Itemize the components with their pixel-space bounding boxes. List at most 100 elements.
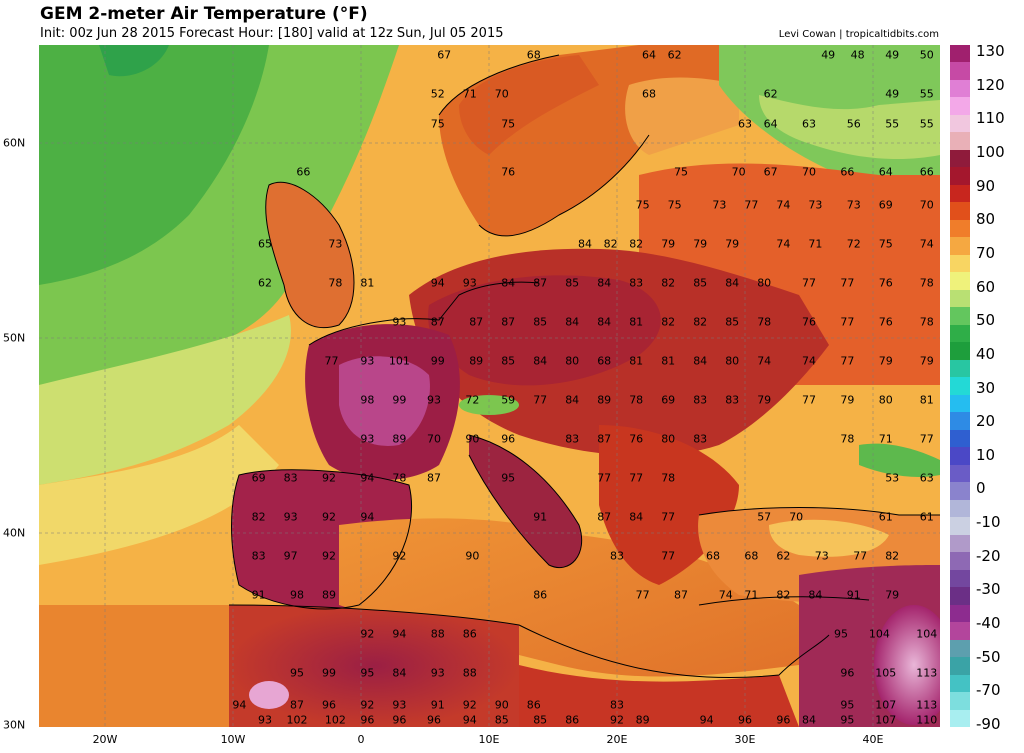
temperature-value: 96: [426, 713, 441, 727]
temperature-value: 90: [465, 432, 480, 446]
temperature-value: 80: [565, 354, 580, 368]
temperature-value: 81: [919, 393, 934, 407]
temperature-value: 97: [283, 549, 298, 563]
lon-tick-label: 10E: [478, 733, 500, 746]
temperature-value: 80: [878, 393, 893, 407]
temperature-value: 95: [501, 471, 516, 485]
lat-tick-label: 60N: [3, 136, 26, 150]
temperature-value: 61: [919, 510, 934, 524]
temperature-value: 63: [919, 471, 934, 485]
temperature-value: 113: [916, 698, 938, 712]
colorbar-swatch: [950, 254, 970, 273]
colorbar-label: 80: [976, 210, 996, 229]
temperature-value: 91: [533, 510, 548, 524]
temperature-value: 96: [776, 713, 791, 727]
temperature-value: 87: [597, 510, 612, 524]
colorbar-label: 130: [976, 42, 1005, 60]
temperature-value: 67: [763, 165, 778, 179]
lon-tick-label: 20W: [92, 733, 118, 746]
temperature-value: 86: [462, 627, 477, 641]
temperature-value: 56: [846, 117, 861, 130]
temperature-value: 87: [597, 432, 612, 446]
lat-tick-label: 50N: [3, 331, 26, 345]
temperature-value: 84: [501, 276, 516, 290]
temperature-value: 107: [875, 698, 897, 712]
temperature-value: 84: [725, 276, 740, 290]
temperature-value: 76: [629, 432, 644, 446]
temperature-value: 78: [919, 315, 934, 329]
colorbar-label: -50: [976, 647, 1001, 666]
colorbar-label: 20: [976, 412, 996, 431]
colorbar-label: 70: [976, 243, 996, 262]
temperature-value: 89: [635, 713, 650, 727]
temperature-value: 94: [232, 698, 247, 712]
temperature-value: 85: [494, 713, 509, 727]
temperature-value: 48: [850, 48, 865, 62]
temperature-value: 91: [846, 588, 861, 602]
temperature-value: 68: [597, 354, 612, 368]
temperature-value: 94: [430, 276, 445, 290]
temperature-value: 75: [667, 198, 682, 212]
temperature-value: 79: [919, 354, 934, 368]
colorbar-swatch: [950, 289, 970, 308]
temperature-value: 49: [885, 48, 900, 62]
temperature-value: 93: [360, 354, 375, 368]
temperature-value: 92: [392, 549, 407, 563]
temperature-value: 92: [360, 698, 375, 712]
temperature-value: 55: [885, 117, 900, 130]
temperature-value: 96: [392, 713, 407, 727]
temperature-value: 87: [469, 315, 484, 329]
colorbar-label: 30: [976, 378, 996, 397]
temperature-value: 57: [757, 510, 772, 524]
colorbar-swatch: [950, 79, 970, 98]
colorbar-label: -40: [976, 614, 1001, 633]
colorbar-label: -10: [976, 513, 1001, 532]
temperature-value: 76: [802, 315, 816, 329]
temperature-value: 84: [565, 315, 580, 329]
colorbar-swatch: [950, 342, 970, 361]
colorbar-swatch: [950, 394, 970, 413]
temperature-value: 75: [430, 117, 445, 130]
temperature-value: 74: [919, 237, 934, 251]
temperature-value: 73: [846, 198, 861, 212]
temperature-value: 93: [426, 393, 441, 407]
map-subtitle: Init: 00z Jun 28 2015 Forecast Hour: [18…: [40, 26, 504, 41]
colorbar-label: 90: [976, 176, 996, 195]
temperature-value: 95: [834, 627, 848, 641]
colorbar-swatch: [950, 499, 970, 518]
temperature-value: 49: [885, 87, 900, 101]
temperature-value: 84: [597, 315, 612, 329]
temperature-value: 77: [840, 276, 855, 290]
colorbar-label: 0: [976, 479, 986, 498]
temperature-value: 89: [469, 354, 484, 368]
temperature-value: 68: [526, 48, 541, 62]
lon-tick-label: 0: [357, 733, 365, 746]
temperature-value: 70: [919, 198, 934, 212]
temperature-value: 102: [286, 713, 308, 727]
temperature-value: 79: [757, 393, 772, 407]
colorbar-swatch: [950, 62, 970, 81]
temperature-value: 89: [597, 393, 612, 407]
colorbar-swatch: [950, 324, 970, 343]
temperature-value: 87: [426, 471, 441, 485]
temperature-value: 82: [603, 237, 618, 251]
colorbar-swatch: [950, 639, 970, 658]
colorbar-swatch: [950, 307, 970, 326]
colorbar-label: -90: [976, 715, 1001, 733]
colorbar-swatch: [950, 184, 970, 203]
temperature-value: 77: [840, 354, 855, 368]
lat-tick-label: 40N: [3, 526, 26, 540]
temperature-value: 71: [744, 588, 759, 602]
temperature-value: 70: [731, 165, 746, 179]
credit-text: Levi Cowan | tropicaltidbits.com: [778, 29, 939, 40]
temperature-value: 92: [360, 627, 375, 641]
temperature-value: 75: [501, 117, 516, 130]
temperature-value: 62: [776, 549, 791, 563]
temperature-value: 87: [501, 315, 516, 329]
colorbar-swatch: [950, 132, 970, 151]
temperature-value: 77: [629, 471, 644, 485]
temperature-value: 73: [808, 198, 823, 212]
temperature-value: 91: [251, 588, 266, 602]
temperature-value: 71: [878, 432, 893, 446]
temperature-value: 75: [674, 165, 688, 179]
